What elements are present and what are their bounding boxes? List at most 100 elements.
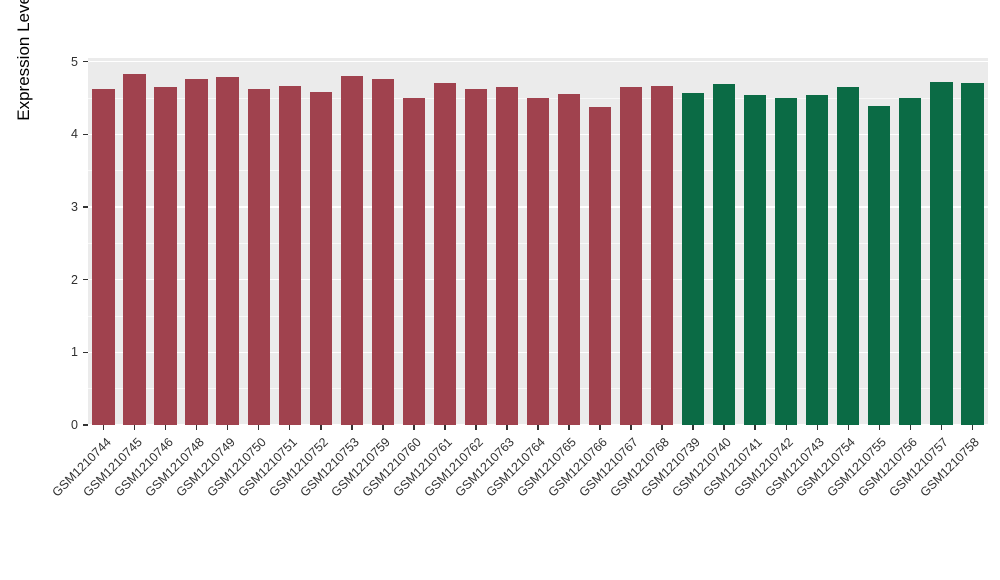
bar-GSM1210752	[309, 92, 332, 425]
bar-GSM1210743	[806, 95, 829, 425]
bar-GSM1210748	[185, 79, 208, 425]
x-tick-mark	[320, 425, 322, 430]
bar-slot	[274, 58, 305, 425]
x-tick-mark	[568, 425, 570, 430]
bar-GSM1210750	[247, 88, 270, 425]
bar-slot	[678, 58, 709, 425]
bar-slot	[553, 58, 584, 425]
plot-panel	[88, 58, 988, 426]
x-tick-mark	[226, 425, 229, 430]
x-tick-mark	[909, 425, 912, 430]
bar-GSM1210751	[278, 86, 301, 425]
bar-slot	[398, 58, 429, 425]
bar-GSM1210745	[123, 74, 146, 425]
x-tick-mark	[506, 425, 508, 430]
x-tick-mark	[940, 425, 943, 430]
x-tick-mark	[971, 425, 974, 430]
bar-GSM1210739	[681, 92, 705, 425]
x-tick-mark	[878, 425, 881, 430]
x-tick-mark	[816, 425, 819, 430]
y-tick-mark	[83, 351, 88, 354]
y-tick-label: 5	[71, 54, 78, 69]
y-tick-mark	[83, 206, 88, 208]
bar-GSM1210754	[837, 87, 860, 425]
bar-GSM1210755	[868, 106, 891, 425]
x-tick-mark	[537, 425, 539, 430]
bar-GSM1210757	[930, 82, 953, 425]
bar-slot	[243, 58, 274, 425]
bar-GSM1210758	[961, 83, 984, 425]
bar-slot	[709, 58, 740, 425]
bar-GSM1210759	[371, 79, 394, 425]
bar-GSM1210764	[526, 98, 550, 425]
bar-GSM1210756	[899, 98, 922, 425]
bar-GSM1210741	[744, 95, 767, 425]
x-tick-mark	[475, 425, 477, 430]
x-tick-mark	[754, 425, 756, 430]
bar-slot	[150, 58, 181, 425]
bar-slot	[864, 58, 895, 425]
bar-GSM1210768	[650, 86, 674, 425]
y-tick-mark	[83, 424, 88, 426]
bars-container	[88, 58, 988, 425]
x-tick-mark	[847, 425, 850, 430]
bar-GSM1210767	[619, 87, 643, 425]
bar-slot	[119, 58, 150, 425]
bar-GSM1210760	[402, 98, 425, 425]
x-tick-mark	[102, 425, 105, 430]
bar-slot	[647, 58, 678, 425]
bar-GSM1210740	[712, 84, 736, 425]
x-tick-mark	[413, 425, 415, 430]
x-tick-mark	[723, 425, 725, 430]
bar-slot	[585, 58, 616, 425]
bar-slot	[491, 58, 522, 425]
bar-slot	[895, 58, 926, 425]
bar-GSM1210765	[557, 94, 581, 425]
bar-GSM1210763	[495, 87, 519, 425]
bar-GSM1210749	[216, 76, 239, 425]
bar-slot	[181, 58, 212, 425]
bar-GSM1210762	[464, 88, 488, 425]
bar-slot	[833, 58, 864, 425]
y-tick-label: 0	[71, 418, 78, 432]
x-tick-mark	[382, 425, 384, 430]
x-tick-mark	[351, 425, 353, 430]
bar-slot	[88, 58, 119, 425]
x-tick-mark	[288, 425, 291, 430]
bar-slot	[212, 58, 243, 425]
bar-slot	[957, 58, 988, 425]
y-tick-label: 4	[71, 127, 78, 142]
grid-major-line	[88, 60, 988, 63]
bar-slot	[336, 58, 367, 425]
x-tick-mark	[692, 425, 694, 430]
x-tick-mark	[785, 425, 788, 430]
y-tick-label: 2	[71, 272, 78, 287]
bar-slot	[616, 58, 647, 425]
y-tick-label: 3	[71, 199, 78, 214]
y-tick-mark	[83, 278, 88, 281]
x-tick-mark	[630, 425, 632, 430]
bar-slot	[460, 58, 491, 425]
y-axis-title: Expression Level	[14, 0, 33, 121]
x-tick-mark	[164, 425, 167, 430]
y-tick-mark	[83, 133, 88, 136]
y-tick-label: 1	[71, 345, 78, 360]
bar-GSM1210766	[588, 106, 612, 425]
bar-slot	[429, 58, 460, 425]
bar-slot	[522, 58, 553, 425]
bar-slot	[305, 58, 336, 425]
x-tick-mark	[257, 425, 260, 430]
x-tick-mark	[195, 425, 198, 430]
x-tick-mark	[599, 425, 601, 430]
grid-minor-line	[88, 97, 988, 99]
y-tick-mark	[83, 60, 88, 63]
x-tick-mark	[444, 425, 446, 430]
x-tick-mark	[133, 425, 136, 430]
x-tick-mark	[661, 425, 663, 430]
bar-slot	[802, 58, 833, 425]
bar-slot	[926, 58, 957, 425]
bar-slot	[771, 58, 802, 425]
bar-GSM1210744	[92, 89, 115, 425]
bar-slot	[740, 58, 771, 425]
